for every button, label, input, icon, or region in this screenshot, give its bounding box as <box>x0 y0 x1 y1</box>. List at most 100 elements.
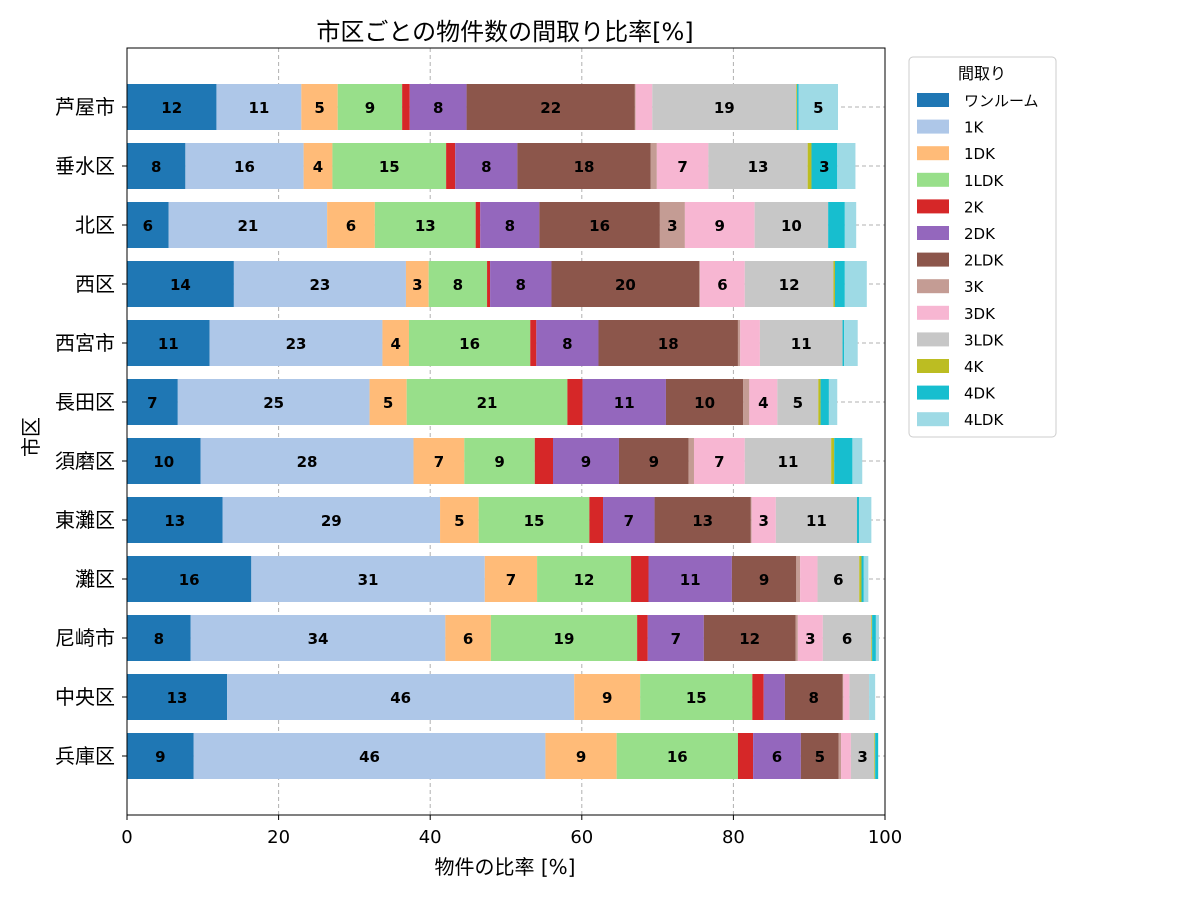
bar-segment <box>743 379 750 425</box>
bar-segment <box>693 438 745 484</box>
bar-segment <box>405 261 429 307</box>
data-label: 6 <box>833 571 843 589</box>
bar-segment <box>190 615 446 661</box>
legend-swatch <box>917 172 949 187</box>
bar-segment <box>863 556 869 602</box>
data-label: 46 <box>390 689 411 707</box>
bar-segment <box>127 615 191 661</box>
bar-segment <box>872 615 876 661</box>
bar-segment <box>640 674 753 720</box>
y-tick-label: 西宮市 <box>55 331 115 355</box>
bar-segment <box>797 615 823 661</box>
bar-segment <box>440 497 479 543</box>
bar-segment <box>127 556 252 602</box>
data-label: 15 <box>524 512 545 530</box>
bar-segment <box>798 84 839 130</box>
data-label: 3 <box>819 158 829 176</box>
bar-segment <box>817 556 860 602</box>
data-label: 21 <box>237 217 258 235</box>
legend-label: 2K <box>964 198 985 216</box>
bar-segment <box>327 202 375 248</box>
legend-swatch <box>917 226 949 240</box>
legend-label: 3K <box>964 278 985 296</box>
data-label: 11 <box>248 99 269 117</box>
bar-segment <box>795 615 798 661</box>
bar-segment <box>466 84 635 130</box>
bar-segment <box>446 143 456 189</box>
data-label: 16 <box>667 748 688 766</box>
data-label: 10 <box>153 453 174 471</box>
bar-segment <box>534 438 553 484</box>
bar-segment <box>127 379 178 425</box>
data-label: 9 <box>649 453 659 471</box>
x-tick-label: 0 <box>121 827 132 848</box>
bar-segment <box>844 320 858 366</box>
legend-swatch <box>917 279 949 294</box>
bar-segment <box>369 379 407 425</box>
bar-segment <box>684 202 755 248</box>
legend-swatch <box>917 119 949 134</box>
y-tick-label: 兵庫区 <box>55 744 115 768</box>
bar-segment <box>127 261 234 307</box>
bar-segment <box>445 615 491 661</box>
data-label: 7 <box>624 512 634 530</box>
bar-segment <box>800 733 839 779</box>
bar-segment <box>759 320 843 366</box>
bar-segment <box>127 674 228 720</box>
legend-swatch <box>917 305 949 320</box>
bar-segment <box>740 320 760 366</box>
bar-segment <box>703 615 796 661</box>
data-label: 21 <box>477 394 498 412</box>
bar-segment <box>875 615 879 661</box>
data-label: 9 <box>365 99 375 117</box>
data-label: 18 <box>658 335 679 353</box>
bar-segment <box>464 438 535 484</box>
bar-segment <box>168 202 328 248</box>
data-label: 12 <box>739 630 760 648</box>
data-label: 11 <box>791 335 812 353</box>
bar-segment <box>800 556 818 602</box>
data-label: 9 <box>602 689 612 707</box>
bar-segment <box>737 320 741 366</box>
bar-segment <box>751 497 776 543</box>
data-label: 11 <box>158 335 179 353</box>
data-label: 11 <box>806 512 827 530</box>
bar-segment <box>301 84 338 130</box>
legend-label: 1LDK <box>964 172 1004 190</box>
bar-segment <box>200 438 414 484</box>
data-label: 5 <box>383 394 393 412</box>
data-label: 19 <box>714 99 735 117</box>
data-label: 3 <box>667 217 677 235</box>
data-label: 13 <box>748 158 769 176</box>
bar-segment <box>752 674 764 720</box>
data-label: 29 <box>321 512 342 530</box>
legend-label: 3LDK <box>964 331 1004 349</box>
bar-segment <box>831 438 835 484</box>
data-label: 3 <box>857 748 867 766</box>
data-label: 7 <box>147 394 157 412</box>
bar-segment <box>871 615 873 661</box>
bar-segment <box>127 84 217 130</box>
bar-segment <box>589 497 604 543</box>
bar-segment <box>869 674 876 720</box>
bar-segment <box>536 320 599 366</box>
bar-segment <box>807 143 812 189</box>
bar-segment <box>796 556 801 602</box>
legend-label: 4K <box>964 358 985 376</box>
data-label: 9 <box>576 748 586 766</box>
y-tick-label: 灘区 <box>75 567 115 591</box>
data-label: 11 <box>778 453 799 471</box>
bar-segment <box>127 497 223 543</box>
data-label: 13 <box>415 217 436 235</box>
bar-segment <box>763 674 785 720</box>
data-label: 8 <box>151 158 161 176</box>
bar-segment <box>708 143 808 189</box>
bar-segment <box>656 143 709 189</box>
bar-segment <box>784 674 843 720</box>
legend-swatch <box>917 199 949 214</box>
legend-label: 1DK <box>964 145 996 163</box>
bar-segment <box>428 261 488 307</box>
bar-segment <box>337 84 403 130</box>
data-label: 4 <box>758 394 768 412</box>
